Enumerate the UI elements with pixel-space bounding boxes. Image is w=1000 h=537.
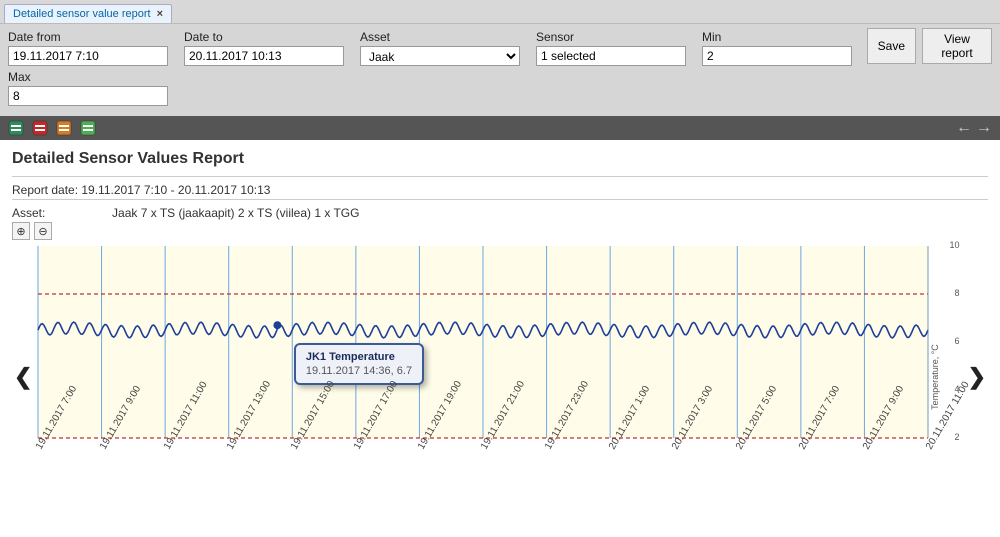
min-label: Min bbox=[702, 30, 852, 44]
x-axis-labels: 19.11.2017 7:0019.11.2017 9:0019.11.2017… bbox=[34, 442, 954, 512]
close-icon[interactable]: × bbox=[157, 8, 163, 20]
divider bbox=[12, 199, 988, 200]
chart-tooltip: JK1 Temperature 19.11.2017 14:36, 6.7 bbox=[294, 343, 424, 385]
date-from-input[interactable] bbox=[8, 46, 168, 66]
excel-icon[interactable] bbox=[8, 120, 24, 136]
tooltip-title: JK1 Temperature bbox=[306, 351, 412, 363]
tab-bar: Detailed sensor value report × bbox=[0, 0, 1000, 24]
report-asset-line: Asset: Jaak 7 x TS (jaakaapit) 2 x TS (v… bbox=[12, 206, 988, 220]
pdf-icon[interactable] bbox=[32, 120, 48, 136]
asset-line-label: Asset: bbox=[12, 206, 45, 220]
tab-detailed-sensor-report[interactable]: Detailed sensor value report × bbox=[4, 4, 172, 23]
y-tick: 6 bbox=[955, 336, 960, 346]
tab-label: Detailed sensor value report bbox=[13, 8, 151, 20]
zoom-controls: ⊕ ⊖ bbox=[12, 222, 988, 240]
asset-select[interactable]: Jaak bbox=[360, 46, 520, 66]
y-tick: 2 bbox=[955, 432, 960, 442]
y-tick: 8 bbox=[955, 288, 960, 298]
report-body: Detailed Sensor Values Report Report dat… bbox=[0, 140, 1000, 522]
y-tick: 10 bbox=[950, 240, 960, 250]
y-axis-label: Temperature, °C bbox=[930, 344, 940, 410]
toolbar-left bbox=[8, 120, 96, 136]
chart-prev-icon[interactable]: ❮ bbox=[12, 364, 34, 390]
divider bbox=[12, 176, 988, 177]
sensor-label: Sensor bbox=[536, 30, 686, 44]
chart-container: Temperature, °C 246810 JK1 Temperature 1… bbox=[34, 242, 965, 512]
action-buttons: Save View report bbox=[867, 28, 992, 64]
date-from-label: Date from bbox=[8, 30, 168, 44]
word-icon[interactable] bbox=[56, 120, 72, 136]
toolbar-right: ← → bbox=[956, 119, 992, 137]
report-date-line: Report date: 19.11.2017 7:10 - 20.11.201… bbox=[12, 183, 988, 197]
report-title: Detailed Sensor Values Report bbox=[12, 150, 988, 168]
zoom-in-icon[interactable]: ⊕ bbox=[12, 222, 30, 240]
max-label: Max bbox=[8, 70, 992, 84]
back-icon[interactable]: ← bbox=[956, 119, 972, 137]
date-to-label: Date to bbox=[184, 30, 344, 44]
min-input[interactable] bbox=[702, 46, 852, 66]
forward-icon[interactable]: → bbox=[976, 119, 992, 137]
view-report-button[interactable]: View report bbox=[922, 28, 992, 64]
max-input[interactable] bbox=[8, 86, 168, 106]
tooltip-value: 19.11.2017 14:36, 6.7 bbox=[306, 365, 412, 377]
asset-label: Asset bbox=[360, 30, 520, 44]
sensor-input[interactable] bbox=[536, 46, 686, 66]
date-to-input[interactable] bbox=[184, 46, 344, 66]
filter-bar: Save View report Date from Date to Asset… bbox=[0, 24, 1000, 116]
zoom-out-icon[interactable]: ⊖ bbox=[34, 222, 52, 240]
save-button[interactable]: Save bbox=[867, 28, 916, 64]
export-toolbar: ← → bbox=[0, 116, 1000, 140]
print-icon[interactable] bbox=[80, 120, 96, 136]
asset-line-value: Jaak 7 x TS (jaakaapit) 2 x TS (viilea) … bbox=[112, 206, 359, 220]
chart-area: ❮ Temperature, °C 246810 JK1 Temperature… bbox=[12, 242, 988, 512]
